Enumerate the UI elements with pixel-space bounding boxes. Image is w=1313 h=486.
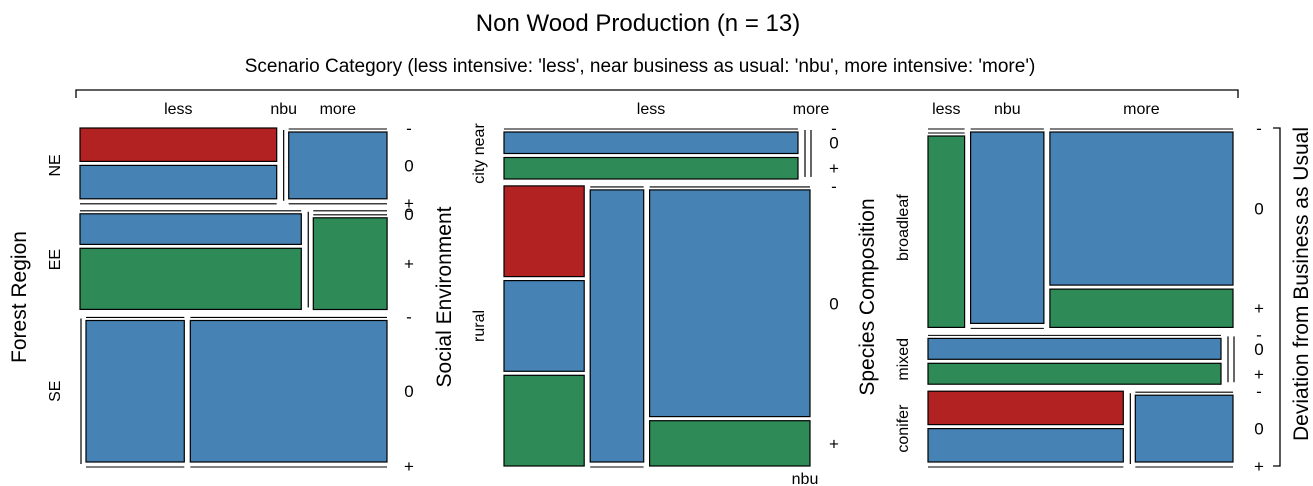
tile-ne-more-zero bbox=[288, 131, 388, 200]
column-label-more: more bbox=[793, 101, 830, 118]
deviation-label-plus: + bbox=[404, 255, 414, 274]
y-axis-label: Forest Region bbox=[8, 231, 31, 363]
tile-city-near-less-zero bbox=[503, 131, 799, 155]
tile-ee-more-plus bbox=[312, 217, 388, 311]
column-label-less: less bbox=[164, 101, 192, 118]
deviation-label-plus: + bbox=[829, 434, 839, 453]
column-label-less: less bbox=[932, 101, 960, 118]
deviation-label-plus: + bbox=[1254, 365, 1264, 384]
y-axis-label: Species Composition bbox=[856, 198, 879, 395]
deviation-label-minus: - bbox=[831, 177, 837, 196]
tile-conifer-less-zero bbox=[927, 428, 1124, 463]
deviation-label-minus: - bbox=[1256, 119, 1262, 138]
column-label-more: more bbox=[320, 101, 357, 118]
deviation-label-zero: 0 bbox=[1254, 420, 1263, 439]
tile-rural-nbu-zero bbox=[589, 189, 645, 463]
column-label-more: more bbox=[1123, 101, 1160, 118]
tile-rural-more-zero bbox=[648, 189, 811, 418]
chart-subtitle: Scenario Category (less intensive: 'less… bbox=[245, 56, 1036, 77]
row-label-mixed: mixed bbox=[895, 338, 912, 381]
tile-mixed-less-zero bbox=[927, 337, 1222, 360]
column-label-nbu: nbu bbox=[994, 101, 1021, 118]
deviation-label-plus: + bbox=[404, 194, 414, 213]
tile-se-nbu-zero bbox=[85, 319, 185, 463]
deviation-label-plus: + bbox=[404, 457, 414, 476]
tile-ee-less-plus bbox=[79, 247, 302, 311]
row-label-se: SE bbox=[47, 381, 64, 402]
tile-rural-less-zero bbox=[503, 280, 585, 372]
tile-city-near-less-plus bbox=[503, 156, 799, 180]
deviation-label-minus: - bbox=[831, 119, 837, 138]
row-label-ne: NE bbox=[47, 154, 64, 176]
deviation-label-plus: + bbox=[1254, 299, 1264, 318]
tile-conifer-more-zero bbox=[1134, 394, 1234, 463]
tile-broadleaf-nbu-zero bbox=[969, 131, 1045, 324]
tile-conifer-less-minus bbox=[927, 390, 1124, 426]
row-label-conifer: conifer bbox=[895, 404, 912, 453]
deviation-label-plus: + bbox=[829, 159, 839, 178]
deviation-label-zero: 0 bbox=[404, 382, 413, 401]
tile-broadleaf-less-plus bbox=[927, 135, 966, 328]
deviation-label-minus: - bbox=[406, 201, 412, 220]
deviation-label-zero: 0 bbox=[1254, 340, 1263, 359]
column-label-nbu: nbu bbox=[792, 471, 819, 486]
tile-ee-less-zero bbox=[79, 213, 302, 246]
chart-title: Non Wood Production (n = 13) bbox=[476, 10, 800, 37]
deviation-label-zero: 0 bbox=[829, 134, 838, 153]
row-label-rural: rural bbox=[471, 310, 488, 342]
right-bracket bbox=[1273, 127, 1281, 467]
tile-ne-less-zero bbox=[79, 164, 278, 200]
top-bracket bbox=[75, 89, 1239, 98]
deviation-label-minus: - bbox=[1256, 382, 1262, 401]
deviation-label-minus: - bbox=[1256, 325, 1262, 344]
deviation-label-minus: - bbox=[406, 308, 412, 327]
tile-broadleaf-more-zero bbox=[1049, 131, 1234, 286]
tile-ne-less-minus bbox=[79, 127, 278, 163]
y-axis-label: Social Environment bbox=[433, 206, 456, 387]
column-label-less: less bbox=[637, 101, 665, 118]
tile-se-more-zero bbox=[189, 319, 388, 463]
right-axis-label: Deviation from Business as Usual bbox=[1290, 127, 1313, 441]
tile-broadleaf-more-plus bbox=[1049, 288, 1234, 329]
row-label-city-near: city near bbox=[471, 123, 488, 184]
row-label-broadleaf: broadleaf bbox=[895, 194, 912, 261]
deviation-label-zero: 0 bbox=[404, 156, 413, 175]
deviation-label-zero: 0 bbox=[829, 294, 838, 313]
deviation-label-plus: + bbox=[1254, 457, 1264, 476]
tile-mixed-less-plus bbox=[927, 362, 1222, 385]
tile-rural-more-plus bbox=[648, 420, 811, 467]
deviation-label-zero: 0 bbox=[404, 205, 413, 224]
tile-rural-less-minus bbox=[503, 185, 585, 278]
column-label-nbu: nbu bbox=[270, 101, 297, 118]
deviation-label-zero: 0 bbox=[1254, 200, 1263, 219]
row-label-ee: EE bbox=[47, 249, 64, 270]
tile-rural-less-plus bbox=[503, 374, 585, 467]
deviation-label-minus: - bbox=[406, 119, 412, 138]
